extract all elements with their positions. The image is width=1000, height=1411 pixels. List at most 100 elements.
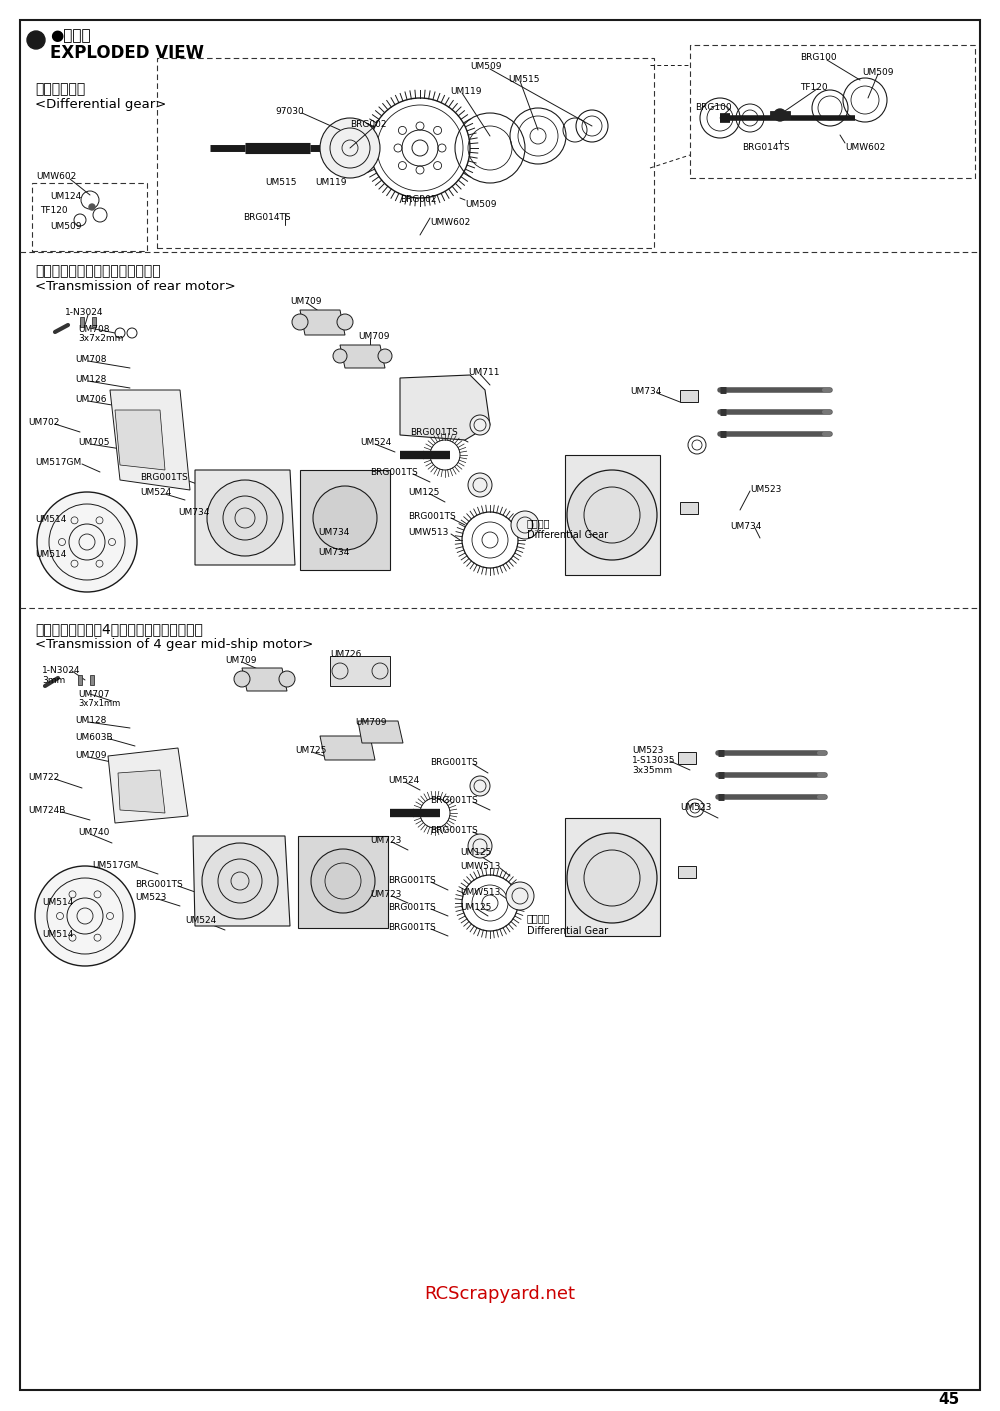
Text: 3mm: 3mm (42, 676, 65, 684)
Text: UM523: UM523 (680, 803, 711, 811)
Bar (680, 389, 698, 402)
Text: UM509: UM509 (465, 200, 496, 209)
Circle shape (311, 849, 375, 913)
Text: BRG001TS: BRG001TS (388, 923, 436, 933)
Text: UM523: UM523 (135, 893, 166, 902)
Bar (80, 317, 84, 327)
Text: RCScrapyard.net: RCScrapyard.net (424, 1285, 576, 1302)
Circle shape (567, 832, 657, 923)
Text: ●分解図: ●分解図 (50, 28, 91, 42)
Bar (78, 674, 82, 684)
Text: UMW602: UMW602 (845, 143, 885, 152)
Text: UM125: UM125 (460, 848, 491, 856)
Text: UM705: UM705 (78, 437, 110, 447)
Text: BRG100: BRG100 (800, 54, 837, 62)
Text: UMW513: UMW513 (460, 888, 500, 897)
Circle shape (378, 349, 392, 363)
Circle shape (337, 315, 353, 330)
Text: ＜デフギヤ＞: ＜デフギヤ＞ (35, 82, 85, 96)
Text: UM125: UM125 (460, 903, 491, 912)
Bar (32, 183, 147, 251)
Text: UM723: UM723 (370, 835, 401, 845)
Text: UM709: UM709 (358, 332, 390, 341)
Bar (157, 58, 654, 248)
Polygon shape (108, 748, 188, 823)
Circle shape (470, 415, 490, 435)
Text: UM514: UM514 (35, 515, 66, 523)
Text: 1-N3024: 1-N3024 (42, 666, 80, 674)
Text: UM722: UM722 (28, 773, 59, 782)
Polygon shape (565, 818, 660, 935)
Polygon shape (242, 667, 287, 691)
Circle shape (207, 480, 283, 556)
Circle shape (313, 485, 377, 550)
Circle shape (567, 470, 657, 560)
Text: UM523: UM523 (750, 485, 781, 494)
Text: UM711: UM711 (468, 368, 500, 377)
Text: UM725: UM725 (295, 746, 326, 755)
Polygon shape (193, 835, 290, 926)
Text: UM734: UM734 (178, 508, 209, 516)
Text: UM128: UM128 (75, 715, 106, 725)
Text: UM734: UM734 (730, 522, 761, 531)
Circle shape (37, 492, 137, 593)
Text: BRG002: BRG002 (350, 120, 386, 128)
Text: BRG014TS: BRG014TS (742, 143, 790, 152)
Text: UM709: UM709 (225, 656, 256, 665)
Text: UM119: UM119 (315, 178, 347, 188)
Text: BRG002: BRG002 (400, 195, 436, 205)
Bar (770, 111, 790, 119)
Polygon shape (298, 835, 388, 928)
Text: UM509: UM509 (470, 62, 502, 71)
Circle shape (511, 511, 539, 539)
Text: UM515: UM515 (508, 75, 540, 85)
Text: BRG001TS: BRG001TS (388, 876, 436, 885)
Text: UM740: UM740 (78, 828, 109, 837)
Polygon shape (340, 346, 385, 368)
Text: UM708: UM708 (78, 325, 110, 334)
Text: UM524: UM524 (360, 437, 391, 447)
Text: Differential Gear: Differential Gear (527, 926, 608, 935)
Text: 3x35mm: 3x35mm (632, 766, 672, 775)
Bar (90, 674, 94, 684)
Text: BRG001TS: BRG001TS (370, 468, 418, 477)
Text: UM125: UM125 (408, 488, 439, 497)
Text: Differential Gear: Differential Gear (527, 531, 608, 540)
Text: <Transmission of rear motor>: <Transmission of rear motor> (35, 279, 236, 293)
Text: UM517GM: UM517GM (92, 861, 138, 871)
Circle shape (89, 205, 95, 210)
Text: UM514: UM514 (35, 550, 66, 559)
Text: UM707: UM707 (78, 690, 110, 698)
Text: BRG014TS: BRG014TS (243, 213, 291, 222)
Circle shape (292, 315, 308, 330)
Text: UM509: UM509 (862, 68, 894, 78)
Text: UM708: UM708 (75, 356, 106, 364)
Text: UM523: UM523 (632, 746, 663, 755)
Text: UM734: UM734 (630, 387, 661, 396)
Text: 3x7x1mm: 3x7x1mm (78, 698, 120, 708)
Text: UM724B: UM724B (28, 806, 65, 816)
Text: BRG001TS: BRG001TS (408, 512, 456, 521)
Text: BRG100: BRG100 (695, 103, 732, 111)
Bar (690, 45, 975, 178)
Text: UM524: UM524 (140, 488, 171, 497)
Text: UM709: UM709 (290, 296, 322, 306)
Polygon shape (118, 770, 165, 813)
Text: UM515: UM515 (265, 178, 296, 188)
Text: 45: 45 (939, 1393, 960, 1407)
Polygon shape (400, 375, 490, 440)
Text: UM709: UM709 (75, 751, 106, 761)
Polygon shape (110, 389, 190, 490)
Circle shape (468, 473, 492, 497)
Text: <Transmission of 4 gear mid-ship motor>: <Transmission of 4 gear mid-ship motor> (35, 638, 313, 650)
Text: 97030: 97030 (275, 107, 304, 116)
Text: ＜ミッドシップ（4ギヤ）用ギヤボックス＞: ＜ミッドシップ（4ギヤ）用ギヤボックス＞ (35, 622, 203, 636)
Text: EXPLODED VIEW: EXPLODED VIEW (50, 44, 204, 62)
Text: UM514: UM514 (42, 930, 73, 938)
Text: BRG001TS: BRG001TS (388, 903, 436, 912)
Circle shape (506, 882, 534, 910)
Circle shape (202, 842, 278, 919)
Text: UM514: UM514 (42, 897, 73, 907)
Text: BRG001TS: BRG001TS (140, 473, 188, 483)
Polygon shape (330, 656, 390, 686)
